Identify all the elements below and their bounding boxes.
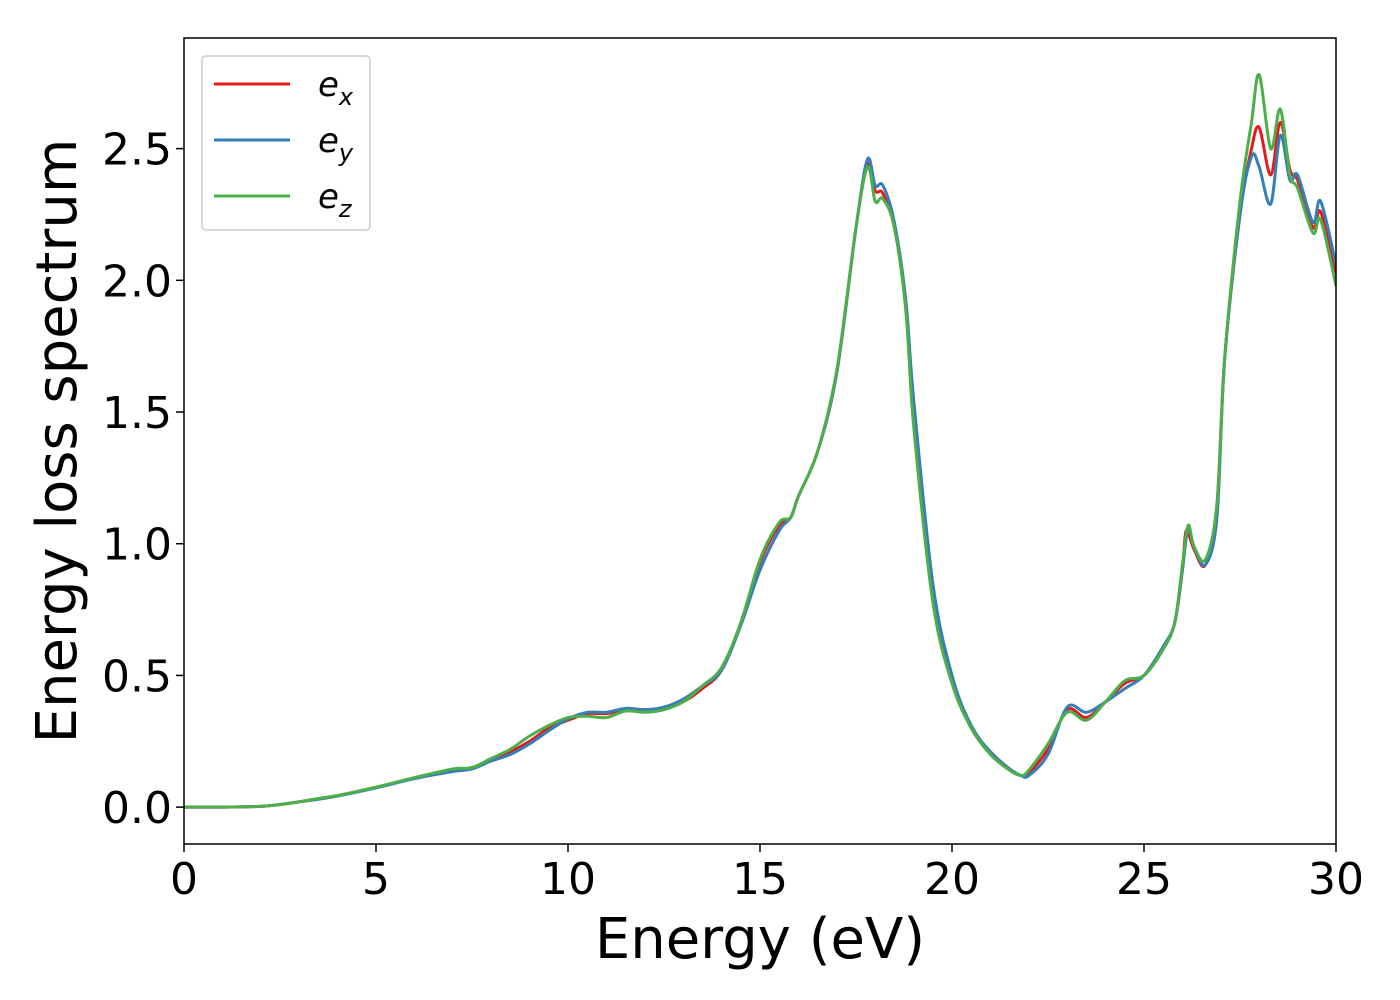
legend-box — [201, 55, 371, 231]
y-axis-ticks: 0.0 0.5 1.0 1.5 2.0 2.5 — [102, 125, 184, 834]
x-tick-label: 5 — [362, 854, 390, 905]
y-tick-label: 0.5 — [102, 651, 172, 702]
x-tick-label: 0 — [170, 854, 198, 905]
y-tick-label: 2.5 — [102, 125, 172, 176]
legend-label-ex: ex — [318, 65, 354, 111]
y-tick-label: 1.0 — [102, 520, 172, 571]
y-tick-label: 2.0 — [102, 256, 172, 307]
x-tick-label: 25 — [1116, 854, 1172, 905]
y-tick-label: 1.5 — [102, 388, 172, 439]
x-axis-ticks: 0 5 10 15 20 25 30 — [170, 844, 1364, 905]
y-axis-label: Energy loss spectrum — [25, 139, 90, 744]
x-tick-label: 30 — [1308, 854, 1364, 905]
x-tick-label: 10 — [540, 854, 596, 905]
plot-background — [184, 38, 1336, 844]
y-tick-label: 0.0 — [102, 783, 172, 834]
x-axis-label: Energy (eV) — [595, 907, 925, 972]
series-layer — [184, 73, 1336, 809]
x-tick-label: 15 — [732, 854, 788, 905]
x-tick-label: 20 — [924, 854, 980, 905]
legend-label-ez: ez — [318, 177, 353, 223]
legend: ex ey ez — [201, 55, 371, 231]
series-line-ez — [184, 73, 1336, 809]
legend-label-ey: ey — [318, 121, 354, 167]
